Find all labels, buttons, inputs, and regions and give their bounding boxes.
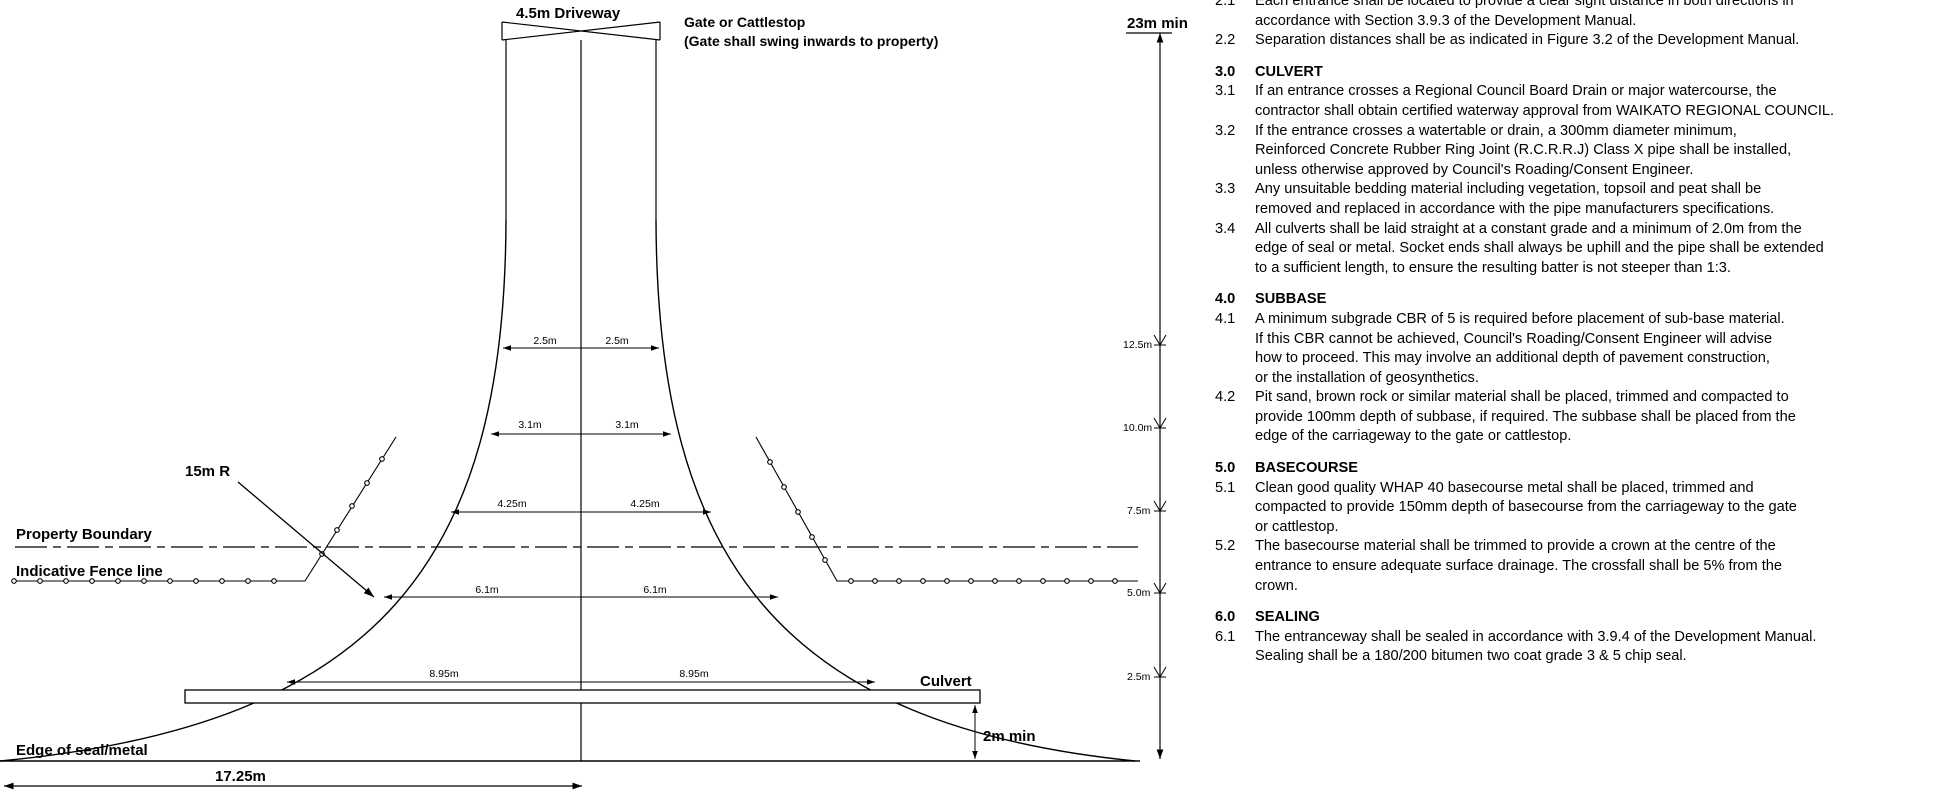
clause: 5.2 The basecourse material shall be trim… <box>1215 537 1955 596</box>
width-dim-7-5: 4.25m 4.25m <box>451 498 711 515</box>
chainage-label: 12.5m <box>1123 339 1152 351</box>
section-spacer <box>1215 596 1955 608</box>
width-label-right: 8.95m <box>679 668 708 680</box>
width-label-right: 6.1m <box>643 584 667 596</box>
left-fence-line <box>11 436 397 584</box>
clause-text: Any unsuitable bedding material includin… <box>1255 181 1775 217</box>
clause-text: Each entrance shall be located to provid… <box>1255 0 1794 29</box>
culvert-pipe <box>184 689 981 704</box>
section-heading: 4.0 SUBBASE <box>1215 290 1955 310</box>
clause-number: 5.0 <box>1215 460 1236 477</box>
section-title: CULVERT <box>1255 63 1323 80</box>
clause: 5.1 Clean good quality WHAP 40 basecourse… <box>1215 479 1955 538</box>
clause: 3.3 Any unsuitable bedding material inclu… <box>1215 180 1955 219</box>
radius-label: 15m R <box>185 463 230 480</box>
clause-number: 3.3 <box>1215 181 1236 198</box>
fence-line-label: Indicative Fence line <box>16 563 163 580</box>
clause: 4.2 Pit sand, brown rock or similar mater… <box>1215 388 1955 447</box>
width-dim-10-0: 3.1m 3.1m <box>491 419 671 437</box>
clause-text: All culverts shall be laid straight at a… <box>1255 220 1824 276</box>
radius-arrow <box>237 481 375 598</box>
clause-text: The entranceway shall be sealed in accor… <box>1255 628 1817 665</box>
width-label-left: 2.5m <box>533 335 557 347</box>
width-label-right: 2.5m <box>605 335 629 347</box>
section-heading: 5.0 BASECOURSE <box>1215 459 1955 479</box>
clause-number: 4.1 <box>1215 310 1236 327</box>
clause-number: 5.1 <box>1215 479 1236 496</box>
clause-text: If an entrance crosses a Regional Counci… <box>1255 83 1835 119</box>
section-title: SEALING <box>1255 609 1320 626</box>
specification-notes: 2.1 Each entrance shall be located to pro… <box>1215 0 1955 667</box>
clause-number: 6.0 <box>1215 609 1236 626</box>
clause-number: 2.1 <box>1215 0 1236 9</box>
clause-text: Clean good quality WHAP 40 basecourse me… <box>1255 479 1797 535</box>
width-label-left: 8.95m <box>429 668 458 680</box>
width-dim-2-5: 8.95m 8.95m <box>287 668 875 685</box>
chainage-label: 5.0m <box>1127 587 1151 599</box>
section-title: BASECOURSE <box>1255 460 1358 477</box>
clause: 2.2 Separation distances shall be as indi… <box>1215 31 1955 51</box>
right-flare-curve <box>655 219 1136 762</box>
clause-text: If the entrance crosses a watertable or … <box>1255 122 1792 178</box>
clause-text: The basecourse material shall be trimmed… <box>1255 538 1783 594</box>
clause-text: Separation distances shall be as indicat… <box>1255 32 1800 49</box>
section-spacer <box>1215 51 1955 63</box>
clause-text: Pit sand, brown rock or similar material… <box>1255 389 1796 445</box>
chainage-label: 10.0m <box>1123 422 1152 434</box>
property-boundary-label: Property Boundary <box>16 526 153 543</box>
clause-number: 3.0 <box>1215 63 1236 80</box>
clause-number: 3.1 <box>1215 83 1236 100</box>
clause: 3.1 If an entrance crosses a Regional Cou… <box>1215 82 1955 121</box>
entrance-drawing: 4.5m Driveway Gate or Cattlestop (Gate s… <box>0 5 1188 790</box>
section-spacer <box>1215 447 1955 459</box>
clause: 3.2 If the entrance crosses a watertable … <box>1215 122 1955 181</box>
clause-number: 6.1 <box>1215 628 1236 645</box>
clause: 4.1 A minimum subgrade CBR of 5 is requir… <box>1215 310 1955 388</box>
culvert-min-label: 2m min <box>983 728 1036 745</box>
chainage-label: 7.5m <box>1127 505 1151 517</box>
clause-number: 3.4 <box>1215 220 1236 237</box>
width-label-right: 4.25m <box>630 498 659 510</box>
width-label-left: 3.1m <box>518 419 542 431</box>
clause-number: 4.2 <box>1215 389 1236 406</box>
width-label-right: 3.1m <box>615 419 639 431</box>
gate-label-line2: (Gate shall swing inwards to property) <box>684 33 938 49</box>
min-label: 23m min <box>1127 15 1188 32</box>
culvert-label: Culvert <box>920 673 972 690</box>
left-flare-curve <box>0 219 507 762</box>
total-width-label: 17.25m <box>215 768 266 785</box>
clause: 3.4 All culverts shall be laid straight a… <box>1215 220 1955 279</box>
clause: 6.1 The entranceway shall be sealed in ac… <box>1215 628 1955 667</box>
clause-number: 3.2 <box>1215 122 1236 139</box>
driveway-label: 4.5m Driveway <box>516 5 621 22</box>
edge-of-seal-label: Edge of seal/metal <box>16 742 148 759</box>
chainage-marks: 12.5m 10.0m 7.5m 5.0m 2.5m <box>1123 334 1167 683</box>
width-label-left: 6.1m <box>475 584 499 596</box>
clause-text: A minimum subgrade CBR of 5 is required … <box>1255 310 1785 386</box>
width-dim-5-0: 6.1m 6.1m <box>384 584 778 600</box>
section-heading: 6.0 SEALING <box>1215 608 1955 628</box>
width-dim-12-5: 2.5m 2.5m <box>503 335 659 351</box>
gate-symbol <box>501 21 661 41</box>
section-spacer <box>1215 278 1955 290</box>
clause-number: 2.2 <box>1215 32 1236 49</box>
chainage-label: 2.5m <box>1127 671 1151 683</box>
right-fence-line <box>755 436 1138 584</box>
clause-number: 5.2 <box>1215 538 1236 555</box>
clause: 2.1 Each entrance shall be located to pro… <box>1215 0 1955 31</box>
width-label-left: 4.25m <box>497 498 526 510</box>
section-heading: 3.0 CULVERT <box>1215 63 1955 83</box>
section-title: SUBBASE <box>1255 291 1327 308</box>
clause-number: 4.0 <box>1215 291 1236 308</box>
gate-label-line1: Gate or Cattlestop <box>684 14 805 30</box>
